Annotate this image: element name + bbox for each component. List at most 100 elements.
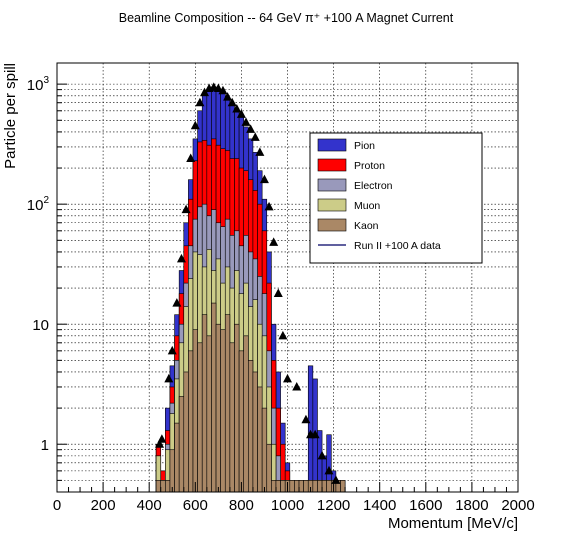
data-point-marker [176, 253, 186, 263]
kaon-bar [234, 323, 240, 493]
kaon-bar [326, 480, 332, 493]
data-point-marker [310, 429, 320, 439]
legend-label-proton: Proton [354, 160, 385, 172]
kaon-bar [197, 342, 203, 493]
kaon-bar [312, 480, 318, 493]
data-point-marker [255, 147, 265, 156]
data-point-marker [241, 117, 251, 126]
y-tick-label: 103 [27, 75, 50, 94]
kaon-bar [289, 480, 295, 493]
legend-label-pion: Pion [354, 140, 375, 152]
kaon-bar [224, 314, 231, 493]
data-point-marker [227, 97, 237, 107]
data-point-marker [167, 345, 177, 355]
kaon-bar [257, 386, 263, 493]
kaon-bar [238, 350, 245, 493]
kaon-bar [248, 360, 254, 493]
kaon-bar [266, 443, 272, 493]
kaon-bar [275, 480, 281, 493]
x-tick-label: 1200 [317, 497, 350, 514]
y-tick-exponent: 2 [43, 195, 49, 206]
kaon-bar [321, 480, 327, 493]
data-point-marker [283, 373, 292, 383]
data-point-marker [218, 85, 228, 95]
kaon-bar [169, 449, 175, 493]
x-tick-label: 1600 [409, 497, 442, 514]
legend-swatch-muon [317, 198, 347, 212]
kaon-bar [294, 480, 300, 493]
kaon-bar [280, 480, 286, 493]
x-tick-label: 1400 [363, 497, 396, 514]
data-point-marker [213, 83, 223, 92]
legend-swatch-proton [317, 158, 347, 172]
grid [57, 63, 518, 492]
data-point-marker [190, 120, 200, 130]
legend-label-kaon: Kaon [354, 220, 379, 232]
legend-swatch-kaon [317, 218, 347, 232]
legend-label-electron: Electron [354, 180, 393, 192]
data-point-marker [195, 97, 205, 107]
data-point-marker [157, 434, 167, 443]
kaon-bar [271, 480, 277, 493]
x-tick-label: 400 [137, 497, 162, 514]
data-point-marker [236, 109, 246, 118]
y-tick-base: 10 [32, 317, 49, 334]
data-point-marker [324, 465, 334, 475]
kaon-bar [192, 329, 198, 493]
kaon-bar [215, 323, 221, 493]
data-point-marker [181, 204, 191, 214]
data-point-marker [250, 132, 260, 141]
legend-box [309, 132, 483, 264]
data-points [155, 82, 341, 484]
y-tick-base: 1 [41, 437, 49, 454]
kaon-bar [298, 480, 304, 493]
data-point-marker [331, 475, 341, 484]
data-point-marker [269, 237, 279, 246]
x-tick-label: 200 [91, 497, 116, 514]
kaon-bar [160, 480, 166, 493]
kaon-bar [220, 329, 226, 493]
x-tick-label: 1000 [271, 497, 304, 514]
kaon-bar [261, 407, 268, 493]
y-tick-exponent: 3 [43, 75, 49, 86]
x-tick-label: 600 [183, 497, 208, 514]
data-point-marker [317, 450, 327, 460]
kaon-bar [317, 480, 323, 493]
y-tick-label: 102 [27, 195, 50, 214]
data-point-marker [200, 87, 210, 97]
kaon-bar [188, 350, 194, 493]
data-point-marker [273, 288, 283, 298]
kaon-bar [155, 480, 162, 493]
y-axis-label: Particle per spill [2, 63, 19, 169]
kaon-bar [303, 480, 309, 493]
kaon-bar [206, 335, 212, 493]
y-tick-label: 1 [41, 437, 49, 454]
kaon-bar [183, 371, 189, 493]
data-point-marker [259, 174, 269, 184]
legend-swatch-pion [317, 138, 347, 152]
kaon-bar [201, 314, 208, 493]
data-point-marker [172, 298, 182, 307]
kaon-bar [252, 371, 258, 493]
x-axis-label: Momentum [MeV/c] [388, 515, 518, 532]
stacked-histogram [155, 86, 346, 493]
data-point-marker [292, 381, 302, 391]
legend: Pion Proton Electron Muon Kaon Run II +100 A … [309, 132, 483, 264]
data-point-marker [223, 92, 233, 101]
legend-swatch-electron [317, 178, 347, 192]
x-tick-label: 0 [53, 497, 61, 514]
pion-bar [307, 365, 314, 493]
data-point-marker [164, 373, 174, 383]
kaon-bar [340, 480, 346, 493]
data-point-marker [246, 124, 256, 133]
y-tick-label: 10 [32, 317, 49, 334]
kaon-bar [178, 396, 185, 493]
y-tick-base: 10 [27, 77, 44, 94]
kaon-bar [174, 422, 180, 493]
kaon-bar [229, 342, 235, 493]
legend-label-run-ii-100-a-data: Run II +100 A data [354, 240, 441, 252]
data-point-marker [186, 153, 196, 163]
y-tick-base: 10 [27, 197, 44, 214]
